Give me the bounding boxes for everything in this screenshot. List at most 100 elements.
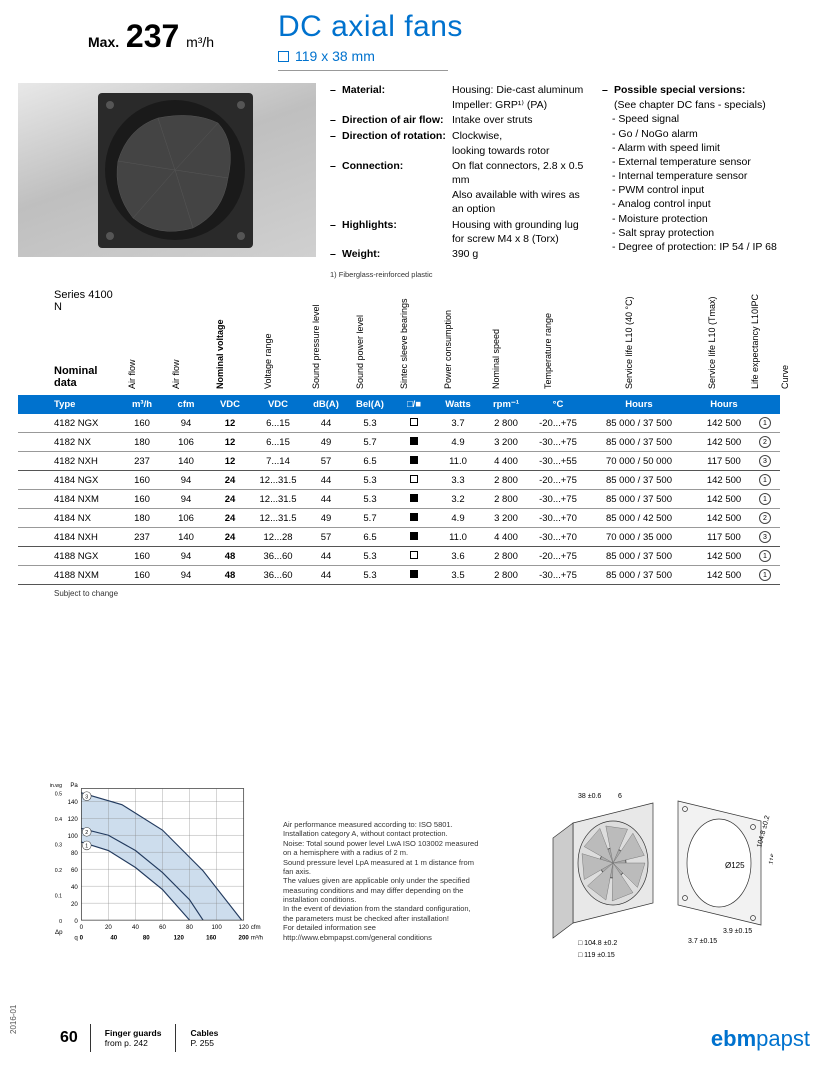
table-row: 4184 NGX160942412...31.5445.33.32 800-20… xyxy=(18,471,810,490)
svg-text:120: 120 xyxy=(174,935,185,942)
unit-cell: dB(A) xyxy=(304,395,348,414)
table-row: 4182 NX180106126...15495.74.93 200-30...… xyxy=(18,433,810,452)
svg-text:200: 200 xyxy=(239,935,250,942)
svg-text:80: 80 xyxy=(143,935,150,942)
svg-text:Pa: Pa xyxy=(70,782,78,789)
unit-cell: m³/h xyxy=(120,395,164,414)
col-header: Life expectancy L10IPC xyxy=(750,294,760,389)
max-label: Max. xyxy=(88,34,119,50)
data-table-wrap: Series 4100 N Nominal data Air flowAir f… xyxy=(18,289,810,598)
dimension-drawing: 38 ±0.66Ø125104.8 ±0.2116□ 104.8 ±0.2□ 1… xyxy=(503,778,773,968)
brand-logo: ebmpapst xyxy=(711,1026,810,1052)
bearing-icon xyxy=(410,456,418,464)
svg-text:120: 120 xyxy=(239,924,250,931)
svg-text:3.9 ±0.15: 3.9 ±0.15 xyxy=(723,928,752,935)
footer-link: Finger guardsfrom p. 242 xyxy=(91,1024,177,1052)
svg-text:60: 60 xyxy=(71,867,78,874)
unit-cell: Hours xyxy=(698,395,750,414)
bearing-icon xyxy=(410,551,418,559)
svg-text:40: 40 xyxy=(132,924,139,931)
unit-cell: Watts xyxy=(436,395,480,414)
unit-cell: Hours xyxy=(584,395,694,414)
curve-ref-icon: 1 xyxy=(759,417,771,429)
curve-ref-icon: 1 xyxy=(759,569,771,581)
unit-cell: VDC xyxy=(252,395,304,414)
curve-ref-icon: 2 xyxy=(759,512,771,524)
unit-cell xyxy=(750,395,780,414)
spec-list-left: –Material:Housing: Die-cast aluminumImpe… xyxy=(330,83,590,262)
col-header: Sintec sleeve bearings xyxy=(399,299,409,390)
unit-cell: VDC xyxy=(208,395,252,414)
col-header: Power consumption xyxy=(443,310,453,389)
table-row: 4184 NXM160942412...31.5445.33.22 800-30… xyxy=(18,490,810,509)
svg-text:0.1: 0.1 xyxy=(55,893,62,899)
col-header: Sound power level xyxy=(355,315,365,389)
svg-text:0.2: 0.2 xyxy=(55,868,62,874)
svg-text:0.3: 0.3 xyxy=(55,842,62,848)
col-header: Service life L10 (40 °C) xyxy=(624,296,634,389)
max-airflow: Max. 237 m³/h xyxy=(18,10,278,55)
svg-text:116: 116 xyxy=(768,853,773,866)
svg-text:Ø125: Ø125 xyxy=(725,861,745,870)
col-header: Nominal voltage xyxy=(215,320,225,390)
col-header: Curve xyxy=(780,365,790,389)
title-divider xyxy=(278,70,448,71)
curve-ref-icon: 1 xyxy=(759,493,771,505)
subject-to-change: Subject to change xyxy=(18,585,810,598)
svg-text:100: 100 xyxy=(212,924,223,931)
svg-text:2: 2 xyxy=(85,830,88,836)
curve-ref-icon: 3 xyxy=(759,531,771,543)
max-unit: m³/h xyxy=(186,34,214,50)
bearing-icon xyxy=(410,494,418,502)
svg-text:0: 0 xyxy=(80,924,84,931)
curve-ref-icon: 3 xyxy=(759,455,771,467)
performance-chart: 02040608010012014000.10.20.30.40.5123020… xyxy=(18,778,263,968)
col-header: Nominal speed xyxy=(491,329,501,389)
svg-text:80: 80 xyxy=(186,924,193,931)
svg-text:160: 160 xyxy=(206,935,217,942)
svg-text:20: 20 xyxy=(105,924,112,931)
table-row: 4188 NXM160944836...60445.33.52 800-30..… xyxy=(18,566,810,585)
header: Max. 237 m³/h DC axial fans 119 x 38 mm xyxy=(18,10,810,71)
col-header: Temperature range xyxy=(543,313,553,389)
svg-text:0: 0 xyxy=(80,935,84,942)
footer-date: 2016-01 xyxy=(9,1005,18,1034)
nominal-data-label: Nominal data xyxy=(54,365,120,389)
svg-text:120: 120 xyxy=(68,816,79,823)
series-name: Series 4100 N xyxy=(54,289,120,313)
footer-link: CablesP. 255 xyxy=(176,1024,232,1052)
svg-text:38 ±0.6: 38 ±0.6 xyxy=(578,793,601,800)
spec-row: –Material:Housing: Die-cast aluminumImpe… xyxy=(18,83,810,262)
spec-list-right: – Possible special versions: (See chapte… xyxy=(602,83,810,262)
svg-text:40: 40 xyxy=(110,935,117,942)
curve-ref-icon: 2 xyxy=(759,436,771,448)
square-icon xyxy=(278,51,289,62)
table-row: 4184 NXH2371402412...28576.511.04 400-30… xyxy=(18,528,810,547)
svg-text:0.4: 0.4 xyxy=(55,817,62,823)
bearing-icon xyxy=(410,437,418,445)
curve-ref-icon: 1 xyxy=(759,474,771,486)
table-row: 4182 NXH237140127...14576.511.04 400-30.… xyxy=(18,452,810,471)
svg-text:1: 1 xyxy=(85,844,88,850)
col-header: Sound pressure level xyxy=(311,305,321,390)
subtitle-text: 119 x 38 mm xyxy=(295,48,375,64)
svg-text:m³/h: m³/h xyxy=(251,935,264,942)
svg-text:□ 119 ±0.15: □ 119 ±0.15 xyxy=(578,952,615,959)
curve-ref-icon: 1 xyxy=(759,550,771,562)
page-subtitle: 119 x 38 mm xyxy=(278,48,810,64)
bearing-icon xyxy=(410,475,418,483)
series-header: Series 4100 N Nominal data xyxy=(18,289,120,395)
unit-cell: °C xyxy=(532,395,584,414)
svg-text:60: 60 xyxy=(159,924,166,931)
max-value: 237 xyxy=(126,18,179,54)
product-photo xyxy=(18,83,316,257)
data-table: Series 4100 N Nominal data Air flowAir f… xyxy=(18,289,810,585)
bottom-row: 02040608010012014000.10.20.30.40.5123020… xyxy=(18,778,810,968)
bearing-icon xyxy=(410,570,418,578)
svg-text:40: 40 xyxy=(71,884,78,891)
svg-text:80: 80 xyxy=(71,850,78,857)
svg-text:Δp: Δp xyxy=(55,929,63,936)
unit-cell: Bel(A) xyxy=(348,395,392,414)
footnote-1: 1) Fiberglass-reinforced plastic xyxy=(330,270,810,279)
svg-text:in.wg: in.wg xyxy=(50,783,62,789)
